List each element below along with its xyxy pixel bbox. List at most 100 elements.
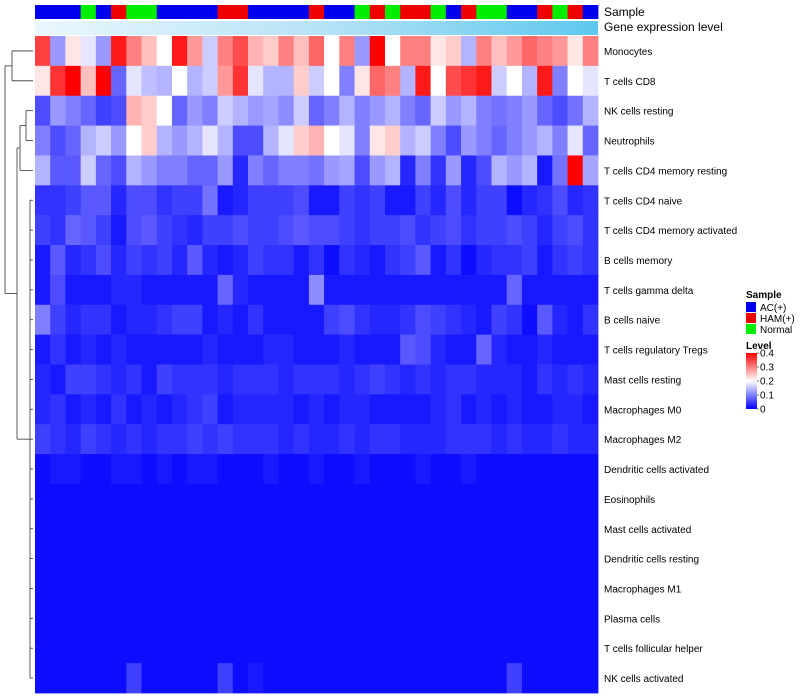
- heatmap-cell: [354, 483, 371, 515]
- heatmap-cell: [552, 125, 568, 156]
- heatmap-cell: [445, 483, 462, 515]
- heatmap-cell: [50, 424, 66, 455]
- heatmap-cell: [263, 483, 279, 515]
- heatmap-cell: [202, 245, 218, 276]
- heatmap-cell: [95, 125, 112, 156]
- heatmap-cell: [415, 334, 432, 365]
- heatmap-cell: [476, 185, 492, 216]
- heatmap-cell: [324, 245, 340, 276]
- heatmap-cell: [232, 185, 249, 216]
- heatmap-cell: [263, 65, 279, 97]
- heatmap-cell: [461, 364, 477, 395]
- heatmap-cell: [187, 274, 203, 306]
- heatmap-cell: [111, 304, 127, 336]
- heatmap-cell: [324, 364, 340, 395]
- heatmap-cell: [567, 603, 584, 634]
- heatmap-cell: [141, 155, 158, 186]
- heatmap-cell: [50, 633, 66, 664]
- heatmap-cell: [506, 155, 523, 186]
- heatmap-cell: [308, 573, 325, 604]
- heatmap-cell: [156, 454, 173, 485]
- heatmap-cell: [308, 454, 325, 485]
- heatmap-cell: [308, 95, 325, 126]
- heatmap-cell: [263, 603, 279, 634]
- heatmap-cell: [476, 573, 492, 604]
- heatmap-cell: [339, 334, 355, 365]
- heatmap-cell: [217, 454, 234, 485]
- row-label: T cells CD4 naive: [604, 196, 683, 207]
- heatmap-cell: [491, 663, 508, 694]
- sample-annotation-cell: [293, 5, 310, 19]
- heatmap-cell: [552, 364, 568, 395]
- heatmap-cell: [65, 394, 82, 425]
- heatmap-cell: [369, 274, 386, 306]
- heatmap-cell: [202, 334, 218, 365]
- row-label: B cells naive: [604, 316, 661, 327]
- heatmap-cell: [80, 603, 97, 634]
- heatmap-cell: [50, 185, 66, 216]
- heatmap-cell: [384, 513, 401, 545]
- heatmap-cell: [415, 215, 432, 246]
- heatmap-cell: [537, 304, 553, 336]
- heatmap-cell: [506, 603, 523, 634]
- heatmap-cell: [384, 245, 401, 276]
- heatmap-cell: [537, 155, 553, 186]
- sample-annotation-cell: [278, 5, 295, 19]
- heatmap-cell: [491, 125, 508, 156]
- gene-expression-bar: [35, 21, 598, 35]
- heatmap-cell: [202, 454, 218, 485]
- heatmap-cell: [324, 394, 340, 425]
- heatmap-cell: [278, 334, 295, 365]
- heatmap-cell: [126, 185, 142, 216]
- heatmap-cell: [445, 215, 462, 246]
- legend-level-colorbar: [746, 353, 757, 409]
- heatmap-cell: [521, 155, 538, 186]
- heatmap-cell: [521, 513, 538, 545]
- heatmap-cell: [187, 215, 203, 246]
- heatmap-cell: [202, 573, 218, 604]
- heatmap-cell: [80, 155, 97, 186]
- heatmap-cell: [400, 543, 416, 574]
- heatmap-cell: [445, 663, 462, 694]
- heatmap-cell: [521, 185, 538, 216]
- heatmap-cell: [50, 543, 66, 574]
- heatmap-cell: [445, 364, 462, 395]
- heatmap-cell: [171, 334, 188, 365]
- sample-annotation-cell: [400, 5, 416, 19]
- heatmap-cell: [217, 215, 234, 246]
- heatmap-cell: [111, 65, 127, 97]
- heatmap-cell: [369, 633, 386, 664]
- heatmap-cell: [263, 125, 279, 156]
- heatmap-cell: [476, 155, 492, 186]
- heatmap-cell: [384, 663, 401, 694]
- heatmap-cell: [537, 663, 553, 694]
- heatmap-cell: [415, 245, 432, 276]
- heatmap-cell: [339, 95, 355, 126]
- heatmap-cell: [506, 95, 523, 126]
- heatmap-cell: [187, 543, 203, 574]
- heatmap-cell: [476, 274, 492, 306]
- heatmap-cell: [506, 334, 523, 365]
- heatmap-cell: [65, 185, 82, 216]
- heatmap-cell: [476, 483, 492, 515]
- heatmap-cell: [308, 304, 325, 336]
- heatmap-cell: [521, 424, 538, 455]
- heatmap-cell: [217, 633, 234, 664]
- heatmap-cell: [506, 454, 523, 485]
- heatmap-cell: [95, 36, 112, 67]
- heatmap-cell: [65, 513, 82, 545]
- heatmap-cell: [324, 95, 340, 126]
- heatmap-cell: [95, 633, 112, 664]
- heatmap-cell: [521, 394, 538, 425]
- sample-annotation-cell: [461, 5, 477, 19]
- heatmap-cell: [293, 36, 310, 67]
- heatmap-cell: [521, 603, 538, 634]
- heatmap-cell: [156, 304, 173, 336]
- heatmap-cell: [324, 603, 340, 634]
- heatmap-cell: [415, 483, 432, 515]
- heatmap-cell: [35, 573, 51, 604]
- heatmap-cell: [248, 65, 264, 97]
- heatmap-cell: [278, 364, 295, 395]
- heatmap-cell: [537, 633, 553, 664]
- heatmap-cell: [187, 483, 203, 515]
